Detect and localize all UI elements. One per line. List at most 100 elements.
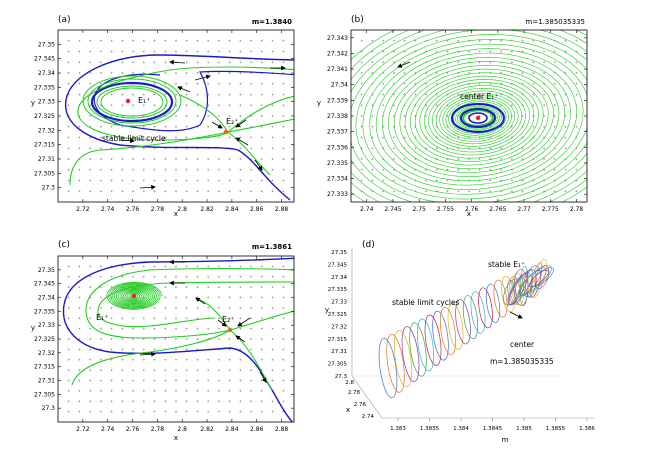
y-tick-label: 27.315 bbox=[34, 364, 55, 371]
limit-cycle-ring bbox=[501, 275, 515, 313]
x-tick-label: 2.78 bbox=[570, 206, 584, 213]
panel-b-yticks: 27.333 27.334 27.335 27.336 27.337 27.338 27.3… bbox=[327, 35, 587, 198]
y-tick-label: 27.32 bbox=[38, 127, 55, 134]
x-tick-label: 2.72 bbox=[76, 426, 90, 433]
panel-d-xticks: 2.74 2.76 2.78 2.8 bbox=[345, 380, 374, 420]
x-tick-label: 2.8 bbox=[177, 426, 187, 433]
x-tick-label: 2.755 bbox=[437, 206, 454, 213]
panel-b-label: (b) bbox=[351, 15, 364, 25]
y-tick-label: 27.345 bbox=[328, 262, 348, 268]
y-tick-label: 27.315 bbox=[328, 337, 348, 343]
y-tick-label: 27.31 bbox=[38, 378, 55, 385]
center-cycle-ring bbox=[530, 267, 554, 287]
x-tick-label: 2.78 bbox=[151, 206, 165, 213]
y-tick-label: 27.305 bbox=[328, 362, 348, 368]
y-tick-label: 27.305 bbox=[34, 170, 55, 177]
x-tick-label: 2.78 bbox=[348, 390, 361, 396]
center-orbit bbox=[451, 103, 505, 133]
y-tick-label: 27.33 bbox=[331, 300, 347, 306]
y-tick-label: 27.3 bbox=[42, 405, 56, 412]
equilibrium-e1 bbox=[475, 115, 481, 121]
y-tick-label: 27.345 bbox=[34, 281, 55, 288]
panel-c-e1-label: E₁⁺ bbox=[96, 313, 108, 322]
y-tick-label: 27.325 bbox=[34, 336, 55, 343]
y-tick-label: 27.343 bbox=[327, 35, 348, 42]
panel-b-param: m=1.385035335 bbox=[526, 18, 585, 26]
y-tick-label: 27.339 bbox=[327, 97, 348, 104]
panel-a: 2.72 2.74 2.76 2.78 2.8 2.82 2.84 2.86 2.88 27.3… bbox=[31, 15, 295, 218]
panel-a-e1-label: E₁⁺ bbox=[138, 96, 150, 105]
limit-cycle-ring bbox=[439, 306, 457, 356]
panel-d-mlabel: m bbox=[502, 436, 509, 444]
limit-cycle-ring bbox=[478, 287, 493, 329]
equilibrium-e2 bbox=[227, 327, 233, 333]
panel-a-label: (a) bbox=[58, 15, 71, 25]
x-tick-label: 2.86 bbox=[250, 206, 264, 213]
x-tick-label: 2.765 bbox=[489, 206, 506, 213]
y-tick-label: 27.32 bbox=[38, 350, 55, 357]
x-tick-label: 2.76 bbox=[126, 206, 140, 213]
y-tick-label: 27.341 bbox=[327, 66, 348, 73]
x-tick-label: 2.745 bbox=[384, 206, 401, 213]
m-tick-label: 1.385 bbox=[516, 426, 532, 432]
y-tick-label: 27.33 bbox=[38, 99, 55, 106]
y-tick-label: 27.31 bbox=[331, 349, 347, 355]
limit-cycle-ring bbox=[394, 330, 412, 388]
y-tick-label: 27.333 bbox=[327, 191, 348, 198]
y-tick-label: 27.335 bbox=[328, 287, 348, 293]
x-tick-label: 2.72 bbox=[76, 206, 90, 213]
panel-d-limit-cycles-label: stable limit cycles bbox=[392, 298, 460, 307]
x-tick-label: 2.84 bbox=[225, 426, 239, 433]
y-tick-label: 27.325 bbox=[34, 113, 55, 120]
x-tick-label: 2.74 bbox=[362, 414, 375, 420]
limit-cycle-ring bbox=[424, 314, 442, 366]
equilibrium-e2 bbox=[223, 129, 229, 135]
panel-a-ylabel: y bbox=[31, 99, 35, 107]
y-tick-label: 27.35 bbox=[38, 267, 55, 274]
x-tick-label: 2.76 bbox=[126, 426, 140, 433]
m-tick-label: 1.384 bbox=[453, 426, 469, 432]
blue-trajectory bbox=[65, 54, 294, 201]
y-tick-label: 27.31 bbox=[38, 156, 55, 163]
y-tick-label: 27.342 bbox=[327, 50, 348, 57]
m-tick-label: 1.3845 bbox=[483, 426, 503, 432]
limit-cycle-ring bbox=[432, 310, 449, 361]
y-tick-label: 27.3 bbox=[335, 374, 348, 380]
y-tick-label: 27.337 bbox=[327, 129, 348, 136]
panel-c-xlabel: x bbox=[174, 434, 178, 442]
panel-a-limit-cycle-label: stable limit cycle bbox=[102, 134, 166, 143]
y-tick-label: 27.34 bbox=[38, 295, 55, 302]
limit-cycle-ring bbox=[401, 326, 420, 382]
panel-a-e2-label: E₂⁺ bbox=[226, 117, 238, 126]
panel-d-mticks: 1.383 1.3835 1.384 1.3845 1.385 1.3855 1.386 bbox=[390, 418, 595, 432]
y-tick-label: 27.33 bbox=[38, 322, 55, 329]
y-tick-label: 27.34 bbox=[38, 70, 55, 77]
panel-d-ylabel: y bbox=[325, 306, 329, 314]
panel-b-ylabel: y bbox=[317, 99, 321, 107]
x-tick-label: 2.77 bbox=[517, 206, 531, 213]
center-orbit bbox=[468, 112, 488, 124]
y-tick-label: 27.335 bbox=[34, 84, 55, 91]
panel-b-trajectories bbox=[351, 30, 587, 202]
x-tick-label: 2.74 bbox=[101, 206, 115, 213]
panel-d-rings bbox=[378, 275, 515, 399]
m-tick-label: 1.3855 bbox=[546, 426, 566, 432]
panel-b-xlabel: x bbox=[467, 210, 471, 218]
panel-d-yticks: 27.3 27.305 27.31 27.315 27.32 27.325 27.33 27.… bbox=[328, 250, 348, 380]
x-tick-label: 2.775 bbox=[542, 206, 559, 213]
panel-c-grid bbox=[67, 265, 285, 413]
limit-cycle-ring bbox=[386, 334, 405, 393]
x-tick-label: 2.75 bbox=[412, 206, 426, 213]
y-tick-label: 27.338 bbox=[327, 113, 348, 120]
panel-c-ylabel: y bbox=[31, 324, 35, 332]
spiral-trajectory bbox=[351, 30, 587, 202]
panel-d-param: m=1.385035335 bbox=[490, 357, 554, 366]
center-cycle-ring bbox=[508, 269, 534, 306]
x-tick-label: 2.76 bbox=[465, 206, 479, 213]
y-tick-label: 27.335 bbox=[34, 308, 55, 315]
y-tick-label: 27.3 bbox=[42, 185, 56, 192]
panel-c-param: m=1.3861 bbox=[252, 243, 292, 251]
blue-trajectory bbox=[93, 70, 294, 132]
x-tick-label: 2.74 bbox=[360, 206, 374, 213]
focus-spiral bbox=[106, 281, 163, 310]
